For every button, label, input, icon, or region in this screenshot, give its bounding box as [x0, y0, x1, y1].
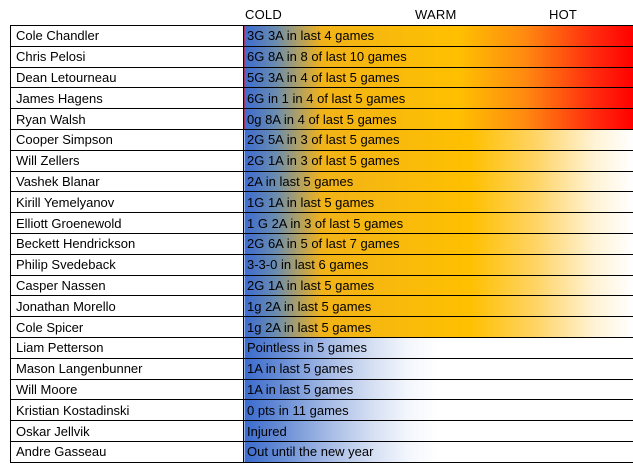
- player-name-cell[interactable]: Cole Chandler: [10, 25, 244, 47]
- table-row: Elliott Groenewold 1 G 2A in 3 of last 5 …: [10, 212, 633, 234]
- table-row: Cole Chandler 3G 3A in last 4 games: [10, 25, 633, 47]
- player-name-cell[interactable]: Beckett Hendrickson: [10, 232, 244, 255]
- player-name-cell[interactable]: Will Moore: [10, 378, 244, 401]
- heat-scale-header: COLD WARM HOT: [0, 5, 633, 25]
- table-row: Kirill Yemelyanov 1G 1A in last 5 games: [10, 191, 633, 214]
- player-name-cell[interactable]: Will Zellers: [10, 149, 244, 172]
- player-stat-cell[interactable]: Pointless in 5 games: [243, 336, 633, 359]
- table-row: Chris Pelosi 6G 8A in 8 of last 10 games: [10, 45, 633, 68]
- player-name-cell[interactable]: Cooper Simpson: [10, 128, 244, 151]
- table-row: Dean Letourneau 5G 3A in 4 of last 5 game…: [10, 66, 633, 89]
- table-row: Philip Svedeback 3-3-0 in last 6 games: [10, 253, 633, 276]
- player-stat-cell[interactable]: 1g 2A in last 5 games: [243, 295, 633, 318]
- table-row: Beckett Hendrickson 2G 6A in 5 of last 7 …: [10, 232, 633, 255]
- table-row: Casper Nassen 2G 1A in last 5 games: [10, 274, 633, 297]
- player-stat-cell[interactable]: 2A in last 5 games: [243, 170, 633, 193]
- player-name-cell[interactable]: James Hagens: [10, 87, 244, 110]
- player-stat-cell[interactable]: 2G 1A in 3 of last 5 games: [243, 149, 633, 172]
- player-stat-cell[interactable]: 6G 8A in 8 of last 10 games: [243, 45, 633, 68]
- table-row: Liam Petterson Pointless in 5 games: [10, 336, 633, 359]
- player-name-cell[interactable]: Vashek Blanar: [10, 170, 244, 193]
- player-name-cell[interactable]: Ryan Walsh: [10, 108, 244, 130]
- table-row: Oskar Jellvik Injured: [10, 420, 633, 442]
- player-name-cell[interactable]: Chris Pelosi: [10, 45, 244, 68]
- table-row: Will Zellers 2G 1A in 3 of last 5 games: [10, 149, 633, 172]
- player-name-cell[interactable]: Mason Langenbunner: [10, 357, 244, 380]
- player-name-cell[interactable]: Cole Spicer: [10, 316, 244, 338]
- player-name-cell[interactable]: Liam Petterson: [10, 336, 244, 359]
- table-row: Mason Langenbunner 1A in last 5 games: [10, 357, 633, 380]
- table-row: Cole Spicer 1g 2A in last 5 games: [10, 316, 633, 338]
- player-stat-cell[interactable]: 1A in last 5 games: [243, 378, 633, 401]
- header-cold: COLD: [245, 7, 282, 22]
- player-heat-table: Cole Chandler 3G 3A in last 4 games Chris …: [10, 25, 633, 463]
- player-stat-cell[interactable]: 2G 5A in 3 of last 5 games: [243, 128, 633, 151]
- player-stat-cell[interactable]: 1 G 2A in 3 of last 5 games: [243, 212, 633, 234]
- player-name-cell[interactable]: Jonathan Morello: [10, 295, 244, 318]
- player-stat-cell[interactable]: 0g 8A in 4 of last 5 games: [243, 108, 633, 130]
- table-row: James Hagens 6G in 1 in 4 of last 5 games: [10, 87, 633, 110]
- table-row: Jonathan Morello 1g 2A in last 5 games: [10, 295, 633, 318]
- player-stat-cell[interactable]: 2G 1A in last 5 games: [243, 274, 633, 297]
- table-row: Andre Gasseau Out until the new year: [10, 440, 633, 463]
- player-stat-cell[interactable]: 1G 1A in last 5 games: [243, 191, 633, 214]
- player-name-cell[interactable]: Kirill Yemelyanov: [10, 191, 244, 214]
- table-row: Kristian Kostadinski 0 pts in 11 games: [10, 399, 633, 422]
- table-row: Will Moore 1A in last 5 games: [10, 378, 633, 401]
- player-stat-cell[interactable]: 1g 2A in last 5 games: [243, 316, 633, 338]
- player-stat-cell[interactable]: Out until the new year: [243, 440, 633, 463]
- player-stat-cell[interactable]: 6G in 1 in 4 of last 5 games: [243, 87, 633, 110]
- header-hot: HOT: [549, 7, 578, 22]
- player-stat-cell[interactable]: Injured: [243, 420, 633, 442]
- player-stat-cell[interactable]: 3-3-0 in last 6 games: [243, 253, 633, 276]
- player-stat-cell[interactable]: 3G 3A in last 4 games: [243, 25, 633, 47]
- player-stat-cell[interactable]: 5G 3A in 4 of last 5 games: [243, 66, 633, 89]
- player-name-cell[interactable]: Kristian Kostadinski: [10, 399, 244, 422]
- header-warm: WARM: [415, 7, 457, 22]
- table-row: Vashek Blanar 2A in last 5 games: [10, 170, 633, 193]
- player-name-cell[interactable]: Elliott Groenewold: [10, 212, 244, 234]
- player-name-cell[interactable]: Casper Nassen: [10, 274, 244, 297]
- player-name-cell[interactable]: Philip Svedeback: [10, 253, 244, 276]
- player-stat-cell[interactable]: 1A in last 5 games: [243, 357, 633, 380]
- player-stat-cell[interactable]: 2G 6A in 5 of last 7 games: [243, 232, 633, 255]
- table-row: Ryan Walsh 0g 8A in 4 of last 5 games: [10, 108, 633, 130]
- player-name-cell[interactable]: Dean Letourneau: [10, 66, 244, 89]
- player-name-cell[interactable]: Andre Gasseau: [10, 440, 244, 463]
- player-name-cell[interactable]: Oskar Jellvik: [10, 420, 244, 442]
- table-row: Cooper Simpson 2G 5A in 3 of last 5 games: [10, 128, 633, 151]
- player-stat-cell[interactable]: 0 pts in 11 games: [243, 399, 633, 422]
